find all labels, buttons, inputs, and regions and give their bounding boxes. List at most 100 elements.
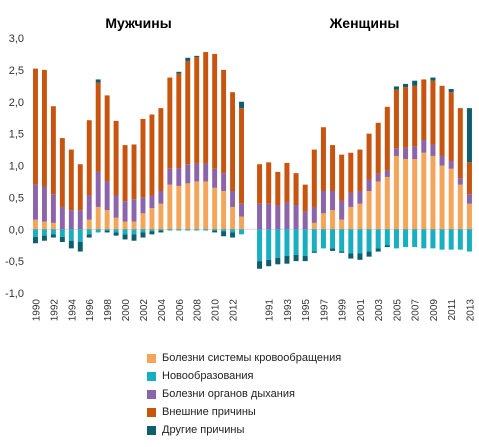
panel-title: Мужчины [105,15,171,31]
bar-segment-neoplasms [239,229,244,235]
bar-segment-neoplasms [430,229,436,249]
bar-segment-circulatory [149,208,155,230]
bar-segment-respiratory [375,173,381,182]
bar-segment-circulatory [230,206,236,230]
bar-segment-other [366,251,372,257]
bar-segment-other [221,231,227,237]
bar-segment-neoplasms [375,229,381,249]
bar-segment-other [41,235,47,241]
bar-segment-respiratory [203,163,209,182]
legend-swatch [147,407,156,417]
bar-segment-circulatory [412,159,418,230]
bar-segment-external [266,162,272,204]
bar-segment-respiratory [230,191,236,207]
bar-segment-respiratory [33,184,38,220]
bar-segment-respiratory [293,205,299,230]
bar-segment-circulatory [403,159,409,230]
bar-segment-respiratory [50,194,56,223]
bar-segment-respiratory [357,191,363,204]
bar-segment-external [122,145,128,202]
bar-segment-external [339,154,345,201]
bar-segment-respiratory [104,181,110,211]
bar-segment-other [284,256,290,264]
bar-segment-other [293,254,299,262]
bar-segment-neoplasms [33,229,38,237]
bar-segment-respiratory [339,200,345,220]
bar-segment-external [50,106,56,195]
bar-segment-other [140,232,146,238]
bar-segment-external [59,138,65,207]
bar-segment-other [257,261,263,269]
bar-segment-respiratory [430,144,436,156]
legend-label: Новообразования [162,370,254,382]
bar-segment-other [50,234,56,238]
bar-segment-other [466,108,472,163]
legend-label: Внешние причины [162,406,256,418]
bar-segment-respiratory [393,148,399,156]
bar-segment-respiratory [122,201,128,222]
bar-segment-other [403,83,409,88]
bar-segment-circulatory [339,219,345,230]
legend-label: Болезни органов дыхания [162,388,295,400]
legend: Болезни системы кровообращения Новообразо… [147,349,341,439]
bar-segment-neoplasms [59,229,65,237]
x-tick-label: 2000 [121,299,132,322]
bar-segment-circulatory [176,185,182,230]
legend-item-external: Внешние причины [147,403,341,421]
x-tick-label: 2003 [374,299,385,322]
bar-segment-external [293,173,299,206]
bar-segment-circulatory [466,203,472,230]
bar-segment-respiratory [257,203,263,230]
bar-segment-neoplasms [339,229,345,252]
bar-segment-other [194,55,200,58]
bar-segment-other [59,236,65,242]
bar-segment-neoplasms [311,229,317,252]
bar-segment-external [68,149,74,211]
bar-segment-circulatory [357,203,363,230]
bar-segment-circulatory [430,155,436,230]
bar-segment-circulatory [185,183,191,230]
x-tick-label: 1990 [31,299,42,322]
bar-segment-circulatory [448,168,454,230]
bar-segment-circulatory [158,203,164,230]
bar-segment-neoplasms [384,229,390,246]
bar-segment-other [412,80,418,86]
bar-segment-respiratory [412,146,418,160]
y-tick-label: 2,0 [9,97,24,109]
bar-segment-respiratory [68,210,74,230]
bar-segment-respiratory [466,194,472,204]
bar-segment-neoplasms [230,229,236,233]
bar-segment-external [330,145,336,191]
bar-segment-external [403,87,409,148]
bar-segment-respiratory [266,203,272,230]
bar-segment-other [212,230,218,233]
bar-segment-other [230,232,236,238]
bar-segment-respiratory [212,168,218,188]
bar-segment-circulatory [330,210,336,230]
legend-swatch [147,371,156,381]
bar-segment-external [86,120,92,196]
bar-segment-other [122,234,128,240]
bar-segment-neoplasms [185,229,191,231]
bar-segment-external [95,82,101,172]
bar-segment-respiratory [221,173,227,191]
bar-segment-respiratory [330,191,336,211]
bar-segment-external [158,108,164,191]
bar-segment-neoplasms [203,229,209,231]
x-tick-label: 2006 [175,299,186,322]
bar-segment-neoplasms [320,229,326,249]
bar-segment-circulatory [439,165,445,230]
bar-segment-external [33,68,38,185]
bar-segment-circulatory [104,210,110,230]
bar-segment-other [448,89,454,93]
bar-segment-other [77,242,83,252]
bar-segment-neoplasms [41,229,47,236]
x-tick-label: 2011 [447,299,458,321]
bar-segment-other [113,232,119,236]
bar-segment-respiratory [86,195,92,220]
bar-segment-other [86,234,92,238]
bar-segment-external [131,144,137,200]
bar-segment-circulatory [457,184,463,230]
bar-segment-external [239,108,244,204]
